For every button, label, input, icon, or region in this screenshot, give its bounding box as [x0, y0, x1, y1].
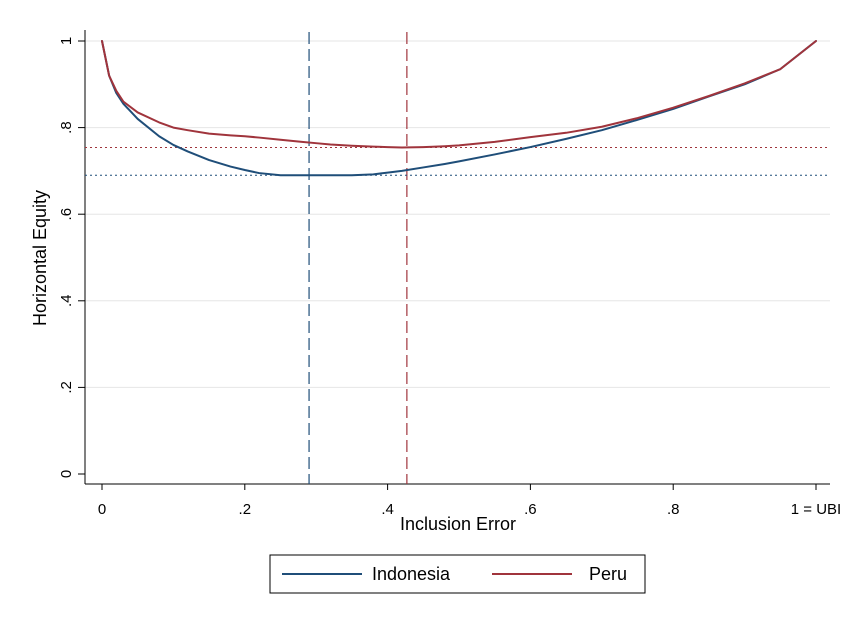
- x-tick-label: .6: [524, 501, 537, 518]
- legend: Indonesia Peru: [269, 554, 646, 594]
- series: [101, 40, 817, 177]
- axes: [78, 30, 830, 490]
- y-axis-title: Horizontal Equity: [30, 190, 50, 326]
- y-tick-label: .4: [58, 295, 75, 308]
- y-tick-label: 0: [58, 470, 75, 478]
- x-tick-label: .4: [381, 501, 394, 518]
- series-line-peru: [101, 40, 817, 149]
- x-axis-title: Inclusion Error: [400, 514, 516, 534]
- tick-labels: 0 .2 .4 .6 .8 1 0 .2 .4 .6 .8 1 = UBI: [58, 37, 841, 518]
- y-tick-label: .6: [58, 208, 75, 221]
- x-tick-label: .8: [667, 501, 680, 518]
- legend-items: Indonesia Peru: [282, 564, 627, 584]
- x-tick-label: .2: [239, 501, 252, 518]
- legend-label: Peru: [589, 564, 627, 584]
- y-tick-label: .8: [58, 121, 75, 134]
- x-tick-label: 0: [98, 501, 106, 518]
- x-tick-label: 1 = UBI: [791, 501, 841, 518]
- legend-label: Indonesia: [372, 564, 451, 584]
- y-tick-label: .2: [58, 381, 75, 394]
- reference-lines: [85, 32, 830, 484]
- y-tick-label: 1: [58, 37, 75, 45]
- grid: [85, 40, 830, 388]
- series-line-indonesia: [101, 40, 817, 177]
